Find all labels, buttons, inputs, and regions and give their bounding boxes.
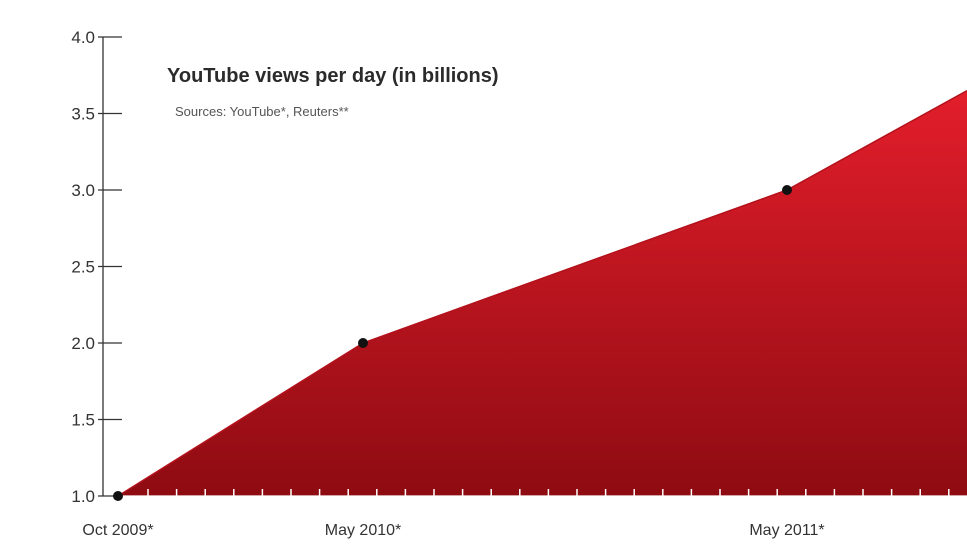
y-tick-label: 1.5 (71, 411, 95, 430)
data-point (358, 338, 368, 348)
area-top-edge (117, 89, 967, 497)
y-tick-label: 2.5 (71, 258, 95, 277)
y-tick-label: 3.5 (71, 105, 95, 124)
y-tick-label: 1.0 (71, 487, 95, 506)
x-tick-label: May 2011* (749, 522, 824, 539)
chart-subtitle: Sources: YouTube*, Reuters** (175, 104, 349, 119)
data-point (782, 185, 792, 195)
y-tick-label: 2.0 (71, 334, 95, 353)
y-tick-label: 4.0 (71, 28, 95, 47)
y-tick-label: 3.0 (71, 181, 95, 200)
x-tick-label: Oct 2009* (82, 522, 153, 539)
x-tick-label: May 2010* (325, 522, 402, 539)
data-point (113, 491, 123, 501)
x-tick-labels: Oct 2009* May 2010* May 2011* (82, 522, 824, 539)
data-points (113, 185, 792, 501)
area-series (118, 90, 967, 496)
x-tick-marks (103, 489, 967, 497)
area-layer (117, 89, 967, 497)
chart-title: YouTube views per day (in billions) (167, 65, 499, 87)
y-ticks: 1.0 1.5 2.0 2.5 3.0 3.5 4.0 (71, 28, 122, 506)
